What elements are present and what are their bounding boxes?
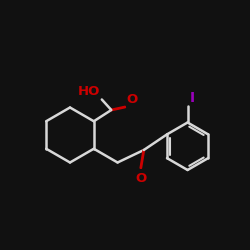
Text: I: I (190, 91, 195, 105)
Text: HO: HO (78, 85, 100, 98)
Text: O: O (126, 93, 138, 106)
Text: O: O (135, 172, 146, 186)
